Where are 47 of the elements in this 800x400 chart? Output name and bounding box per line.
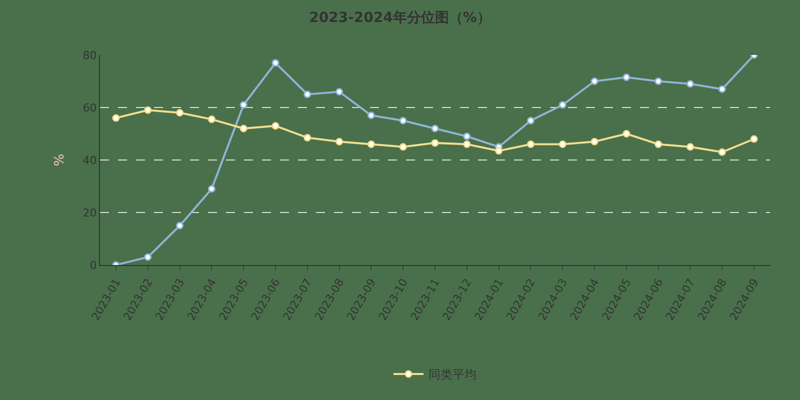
point bbox=[686, 80, 694, 88]
point bbox=[431, 124, 439, 132]
point bbox=[495, 147, 503, 155]
point bbox=[240, 124, 248, 132]
point bbox=[336, 88, 344, 96]
y-axis-title: % bbox=[52, 154, 68, 166]
point bbox=[686, 143, 694, 151]
point bbox=[367, 112, 375, 120]
point bbox=[718, 148, 726, 156]
point bbox=[112, 114, 120, 122]
point bbox=[558, 140, 566, 148]
point bbox=[399, 116, 407, 124]
point bbox=[750, 135, 758, 143]
point bbox=[399, 143, 407, 151]
point bbox=[654, 78, 662, 85]
point bbox=[336, 138, 344, 146]
point bbox=[304, 90, 312, 98]
point bbox=[176, 222, 184, 230]
point bbox=[526, 116, 534, 124]
point bbox=[208, 116, 216, 124]
point bbox=[463, 132, 471, 140]
point bbox=[208, 185, 216, 193]
point bbox=[718, 85, 726, 93]
point bbox=[622, 74, 630, 82]
y-tick-label: 40 bbox=[82, 154, 97, 167]
point bbox=[431, 139, 439, 147]
point bbox=[144, 106, 152, 114]
point bbox=[558, 101, 566, 109]
point bbox=[272, 122, 280, 130]
point bbox=[367, 140, 375, 148]
point bbox=[304, 134, 312, 142]
point bbox=[144, 253, 152, 261]
point bbox=[590, 78, 598, 85]
y-tick-label: 0 bbox=[90, 258, 97, 272]
point bbox=[590, 138, 598, 146]
y-tick-label: 20 bbox=[82, 206, 97, 220]
y-tick-label: 60 bbox=[82, 101, 97, 114]
point bbox=[463, 140, 471, 148]
point bbox=[176, 109, 184, 116]
point bbox=[272, 59, 280, 67]
point bbox=[526, 140, 534, 148]
point bbox=[240, 101, 248, 109]
point bbox=[654, 140, 662, 148]
y-tick-label: 80 bbox=[82, 48, 97, 62]
chart-title: 2023-2024年分位图（%） bbox=[309, 10, 491, 26]
point bbox=[622, 130, 630, 138]
legend-label: 同类平均 bbox=[428, 368, 476, 382]
